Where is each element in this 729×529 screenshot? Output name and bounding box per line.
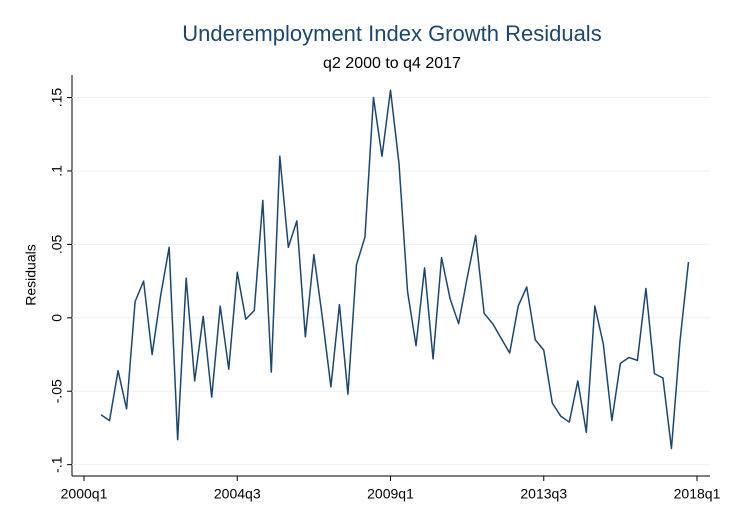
y-tick-label: 0	[49, 314, 65, 322]
x-tick-label: 2009q1	[367, 486, 414, 502]
y-tick-label: .05	[49, 234, 65, 254]
data-line	[100, 89, 690, 450]
y-tick-label: .1	[49, 165, 65, 177]
chart-title: Underemployment Index Growth Residuals	[182, 21, 601, 46]
y-tick-label: -.1	[49, 456, 65, 473]
y-axis-title: Residuals	[23, 244, 39, 305]
chart-subtitle: q2 2000 to q4 2017	[323, 55, 461, 72]
x-tick-label: 2004q3	[214, 486, 261, 502]
x-tick-label: 2013q3	[520, 486, 567, 502]
x-tick-label: 2018q1	[674, 486, 721, 502]
y-tick-label: .15	[49, 88, 65, 108]
x-tick-label: 2000q1	[61, 486, 108, 502]
y-tick-label: -.05	[49, 379, 65, 403]
